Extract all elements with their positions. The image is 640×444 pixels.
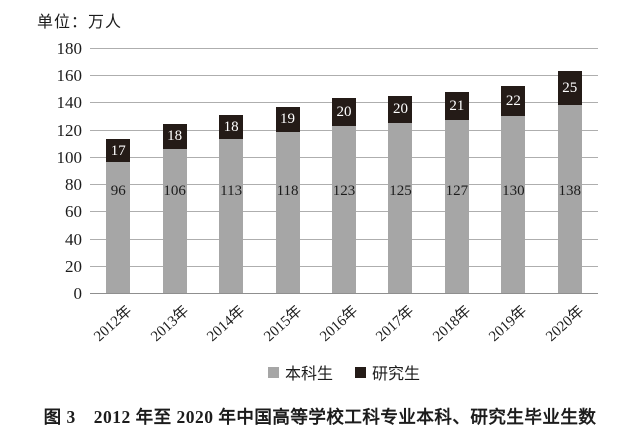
bar-segment-undergraduate xyxy=(275,132,300,293)
x-axis-tick-label: 2019年 xyxy=(486,302,531,345)
undergraduate-value-label: 96 xyxy=(110,183,126,199)
bar-segment-undergraduate xyxy=(557,105,582,293)
undergraduate-value-label: 138 xyxy=(558,183,582,199)
plot-area: 0 20 40 60 80 100 120 140 160 180 96 17 2012年 106 18 20… xyxy=(57,40,598,345)
x-axis-line xyxy=(90,293,598,294)
undergraduate-value-label: 127 xyxy=(445,183,469,199)
y-axis-tick-label: 120 xyxy=(56,120,83,140)
y-axis-tick-label: 100 xyxy=(56,147,83,167)
y-axis-tick-label: 140 xyxy=(56,93,83,113)
x-axis-tick-label: 2012年 xyxy=(91,302,136,345)
graduate-value-label: 21 xyxy=(449,97,465,114)
bar-segment-graduate xyxy=(332,98,356,126)
bar-segment-undergraduate xyxy=(162,148,187,293)
x-axis-tick-label: 2018年 xyxy=(430,302,475,345)
graduate-value-label: 18 xyxy=(167,128,183,145)
bar-segment-undergraduate xyxy=(106,162,131,293)
y-axis-tick-label: 80 xyxy=(65,175,82,195)
figure-caption: 图 3 2012 年至 2020 年中国高等学校工科专业本科、研究生毕业生数 xyxy=(43,407,597,427)
x-axis-tick-label: 2015年 xyxy=(260,302,305,345)
legend-swatch xyxy=(355,366,366,378)
gridline xyxy=(90,48,598,49)
bar-segment-graduate xyxy=(219,114,244,140)
graduate-value-label: 22 xyxy=(505,93,521,110)
y-axis-tick-label: 60 xyxy=(65,202,82,222)
legend-item: 本科生 xyxy=(267,360,333,384)
x-axis-tick-label: 2017年 xyxy=(373,302,418,345)
y-axis-tick-label: 180 xyxy=(56,39,83,58)
graduate-value-label: 18 xyxy=(223,118,239,135)
undergraduate-value-label: 118 xyxy=(276,183,299,199)
bar-segment-graduate xyxy=(162,124,187,149)
y-axis-tick-label: 160 xyxy=(56,66,83,86)
x-axis-tick-label: 2014年 xyxy=(204,302,249,345)
x-axis-tick-label: 2013年 xyxy=(147,302,193,345)
legend-label: 研究生 xyxy=(372,366,421,383)
gridline xyxy=(90,75,598,77)
bar-segment-graduate xyxy=(388,95,413,123)
graduate-value-label: 17 xyxy=(110,142,126,159)
graduate-value-label: 25 xyxy=(562,80,578,97)
graduate-value-label: 20 xyxy=(392,101,408,118)
bar-segment-graduate xyxy=(275,106,300,133)
graduate-value-label: 19 xyxy=(280,111,296,128)
undergraduate-value-label: 130 xyxy=(502,183,525,199)
unit-label: 单位：万人 xyxy=(37,14,123,31)
undergraduate-value-label: 125 xyxy=(389,183,412,199)
bar-segment-undergraduate xyxy=(501,116,526,293)
graduate-value-label: 20 xyxy=(336,103,352,120)
bar-segment-graduate xyxy=(501,86,526,117)
x-axis-tick-label: 2016年 xyxy=(317,302,362,345)
bar-segment-graduate xyxy=(557,71,582,106)
y-axis-tick-label: 0 xyxy=(73,284,83,303)
undergraduate-value-label: 123 xyxy=(332,183,356,199)
bar-segment-undergraduate xyxy=(219,139,244,293)
legend-item: 研究生 xyxy=(355,360,420,384)
bar-segment-graduate xyxy=(444,91,469,121)
bar-segment-undergraduate xyxy=(444,120,469,293)
bar-segment-graduate xyxy=(106,139,131,163)
legend: 本科生 研究生 xyxy=(90,360,598,384)
bar-segment-undergraduate xyxy=(332,125,356,293)
y-axis-tick-label: 20 xyxy=(65,256,82,276)
bar-segment-undergraduate xyxy=(388,122,413,293)
undergraduate-value-label: 113 xyxy=(220,183,243,199)
legend-label: 本科生 xyxy=(284,366,333,383)
legend-swatch xyxy=(267,366,279,378)
x-axis-tick-label: 2020年 xyxy=(542,302,588,345)
y-axis-tick-label: 40 xyxy=(65,229,82,249)
undergraduate-value-label: 106 xyxy=(163,183,186,199)
